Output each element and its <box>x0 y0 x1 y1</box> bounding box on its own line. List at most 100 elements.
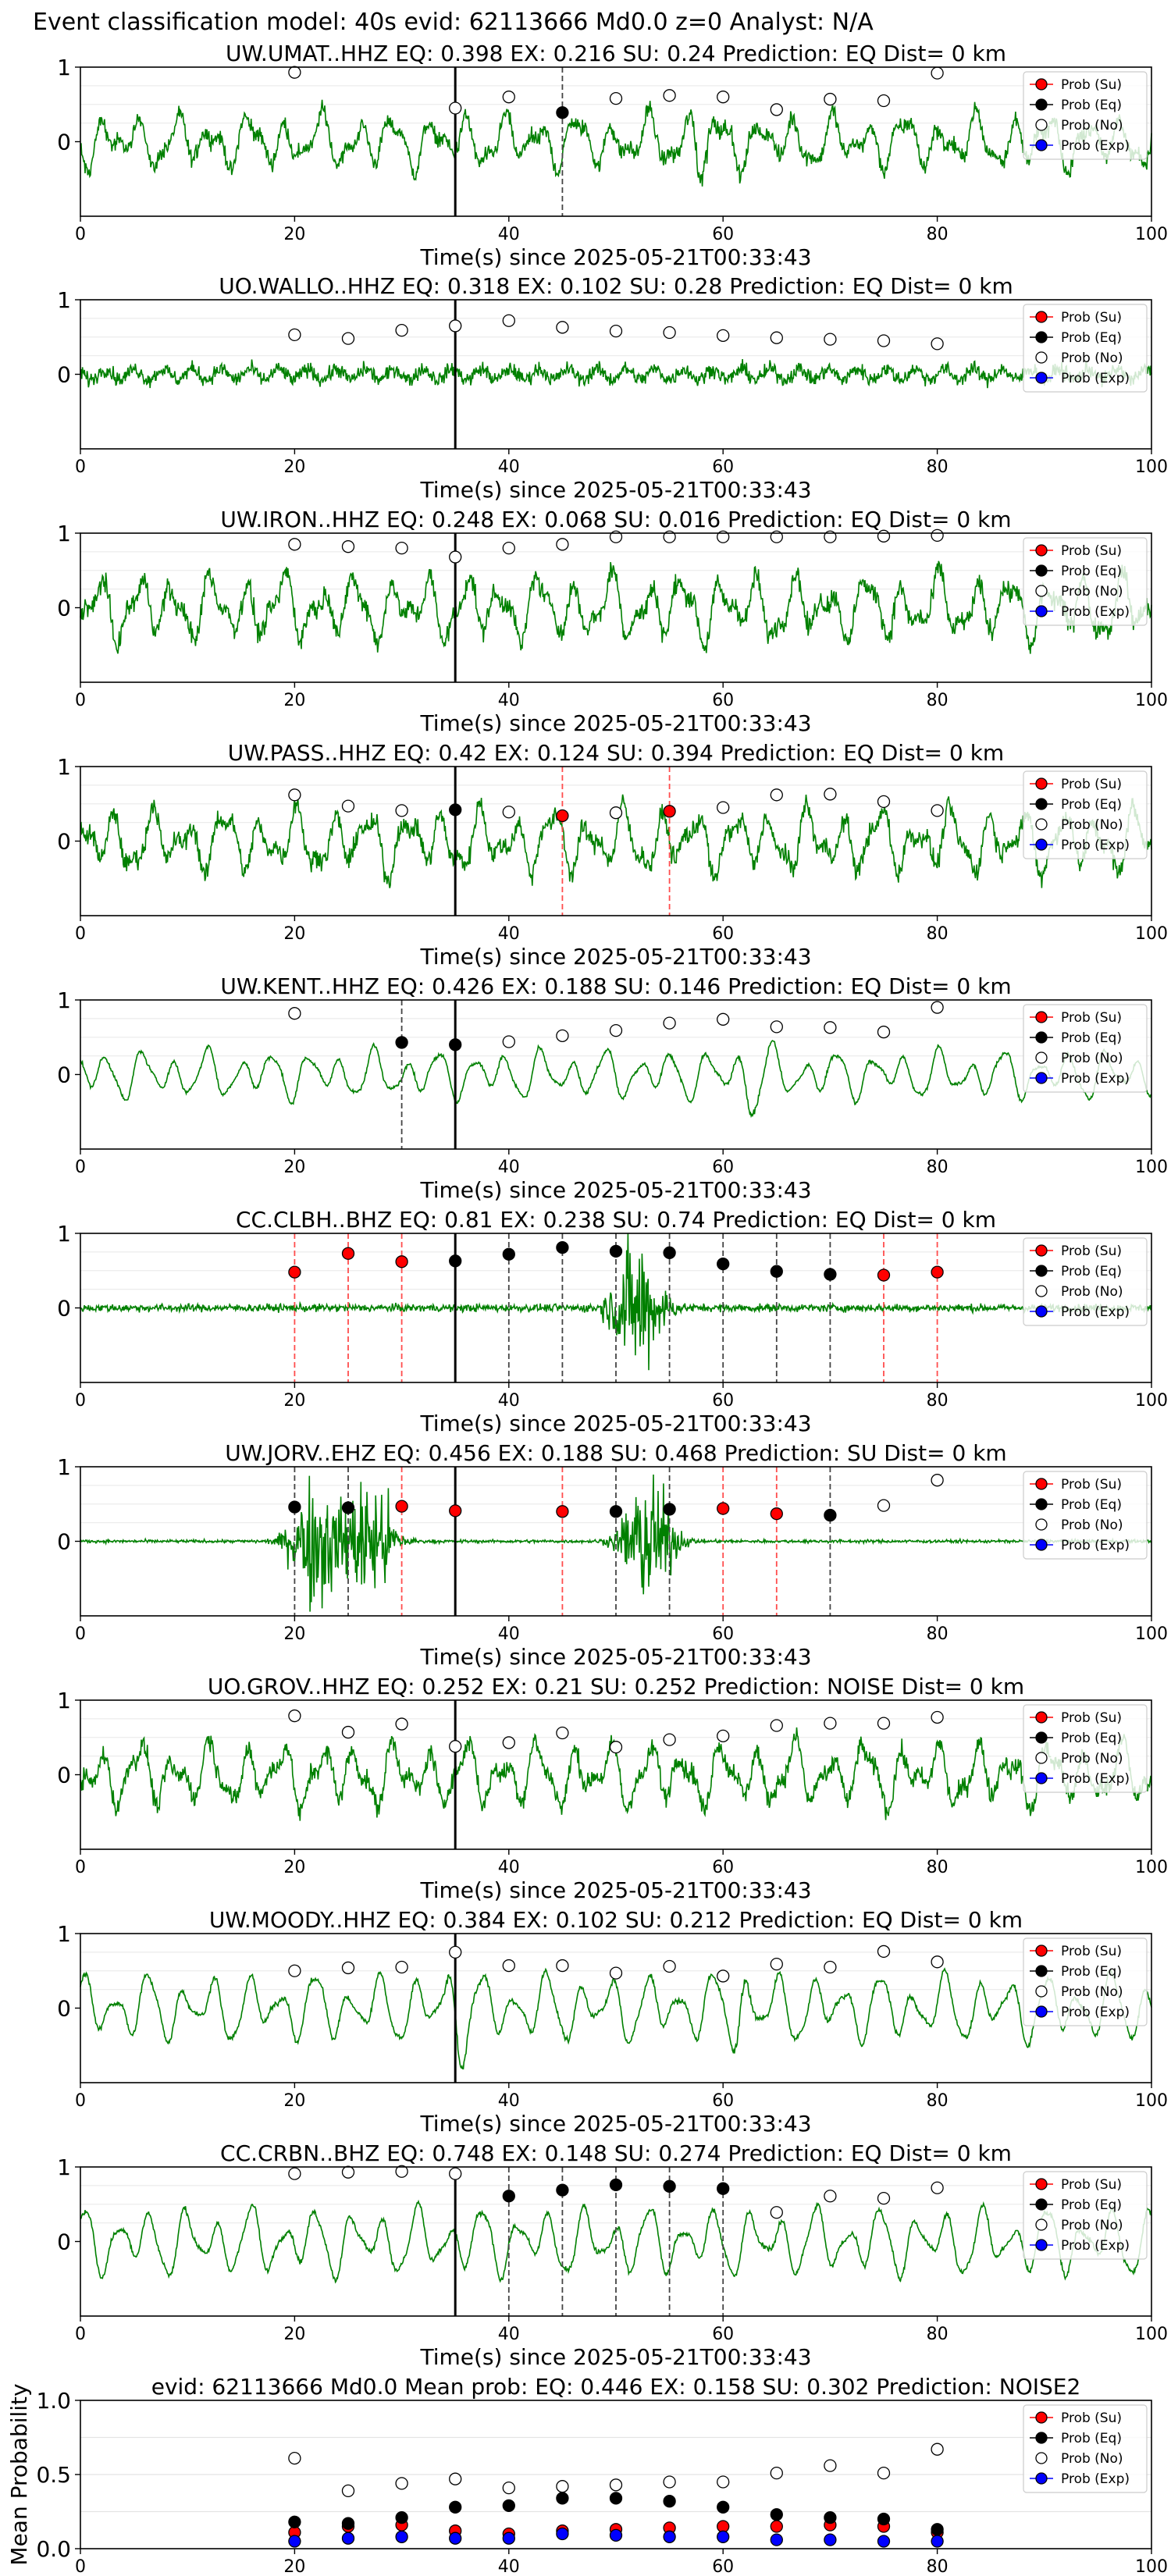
x-tick-label: 0 <box>75 924 86 944</box>
x-tick-label: 60 <box>712 1158 734 1177</box>
legend-box <box>1023 1004 1148 1093</box>
marker-no <box>288 1964 301 1977</box>
subplot: UW.PASS..HHZ EQ: 0.42 EX: 0.124 SU: 0.39… <box>57 740 1168 970</box>
subplot-title: UO.WALLO..HHZ EQ: 0.318 EX: 0.102 SU: 0.… <box>219 273 1013 299</box>
marker-exp <box>717 2530 730 2543</box>
legend-label: Prob (No) <box>1061 817 1123 833</box>
marker-no <box>877 1025 891 1039</box>
x-axis-label: Time(s) since 2025-05-21T00:33:43 <box>419 2344 811 2370</box>
marker-su <box>663 805 676 818</box>
marker-eq <box>824 1508 837 1522</box>
marker-exp <box>395 2530 408 2543</box>
subplot: UO.WALLO..HHZ EQ: 0.318 EX: 0.102 SU: 0.… <box>57 273 1168 503</box>
x-tick-label: 20 <box>283 1158 305 1177</box>
x-tick-label: 20 <box>283 1858 305 1877</box>
marker-eq <box>717 1258 730 1271</box>
legend-marker-su <box>1035 1944 1048 1957</box>
marker-exp <box>824 2533 837 2546</box>
x-tick-label: 20 <box>283 924 305 944</box>
x-tick-label: 100 <box>1135 924 1168 944</box>
x-tick-label: 20 <box>283 2325 305 2344</box>
y-tick-label: 1 <box>57 55 71 80</box>
subplot: UW.KENT..HHZ EQ: 0.426 EX: 0.188 SU: 0.1… <box>57 973 1168 1203</box>
marker-no <box>341 1961 355 1975</box>
legend-box <box>1023 1471 1148 1560</box>
y-tick-label: 0 <box>57 2229 71 2255</box>
legend-label: Prob (Su) <box>1061 777 1122 792</box>
marker-no <box>663 1016 676 1030</box>
legend-label: Prob (Eq) <box>1061 330 1122 346</box>
marker-no <box>717 329 730 342</box>
subplot: CC.CRBN..BHZ EQ: 0.748 EX: 0.148 SU: 0.2… <box>57 2140 1168 2370</box>
x-tick-label: 80 <box>927 457 949 477</box>
legend-marker-no <box>1035 2452 1048 2464</box>
y-tick-label: 0 <box>57 829 71 855</box>
legend-marker-exp <box>1035 2005 1048 2018</box>
marker-eq <box>609 1505 623 1518</box>
marker-eq <box>770 1265 783 1278</box>
marker-eq <box>288 1500 301 1514</box>
marker-su <box>770 1507 783 1521</box>
marker-no <box>877 529 891 543</box>
marker-eq <box>449 1038 462 1051</box>
legend-marker-no <box>1035 1752 1048 1764</box>
legend-label: Prob (Su) <box>1061 77 1122 93</box>
legend-label: Prob (Exp) <box>1061 1538 1130 1553</box>
marker-exp <box>609 2528 623 2542</box>
marker-no <box>449 2472 462 2485</box>
legend-marker-su <box>1035 311 1048 323</box>
marker-exp <box>663 2530 676 2543</box>
x-tick-label: 60 <box>712 1391 734 1411</box>
y-tick-label: 0 <box>57 130 71 155</box>
marker-no <box>395 2165 408 2178</box>
marker-eq <box>341 1501 355 1514</box>
marker-eq <box>609 2178 623 2192</box>
x-tick-label: 80 <box>927 1624 949 1644</box>
x-axis-label: Time(s) since 2025-05-21T00:33:43 <box>419 1177 811 1203</box>
x-tick-label: 60 <box>712 1858 734 1877</box>
marker-no <box>502 91 515 104</box>
marker-no <box>717 1012 730 1026</box>
marker-exp <box>288 2535 301 2548</box>
marker-no <box>449 1945 462 1959</box>
marker-no <box>341 2165 355 2179</box>
marker-eq <box>556 1240 569 1254</box>
legend-marker-eq <box>1035 1031 1048 1044</box>
marker-exp <box>556 2527 569 2541</box>
marker-no <box>341 799 355 813</box>
marker-no <box>449 101 462 115</box>
legend-box <box>1023 2404 1148 2493</box>
x-tick-label: 0 <box>75 1391 86 1411</box>
legend-label: Prob (Eq) <box>1061 1964 1122 1980</box>
subplot: UW.UMAT..HHZ EQ: 0.398 EX: 0.216 SU: 0.2… <box>57 41 1168 270</box>
marker-no <box>502 806 515 819</box>
marker-no <box>770 1719 783 1732</box>
legend-box <box>1023 1937 1148 2026</box>
x-tick-label: 40 <box>498 1158 520 1177</box>
legend-marker-no <box>1035 1051 1048 1064</box>
x-tick-label: 80 <box>927 691 949 710</box>
waveform-trace <box>80 1040 1152 1119</box>
legend-marker-eq <box>1035 2432 1048 2444</box>
marker-no <box>824 92 837 106</box>
legend-label: Prob (No) <box>1061 1051 1123 1066</box>
marker-no <box>449 319 462 333</box>
marker-no <box>770 1958 783 1971</box>
marker-no <box>877 2466 891 2480</box>
legend-marker-no <box>1035 1518 1048 1531</box>
legend-marker-eq <box>1035 1498 1048 1510</box>
y-axis-label: Mean Probability <box>6 2383 32 2565</box>
y-tick-label: 0 <box>57 1296 71 1322</box>
marker-no <box>770 1020 783 1034</box>
marker-eq <box>502 1247 515 1261</box>
legend-marker-eq <box>1035 1731 1048 1744</box>
marker-no <box>341 540 355 553</box>
x-tick-label: 60 <box>712 2557 734 2576</box>
legend-marker-no <box>1035 351 1048 364</box>
legend-marker-exp <box>1035 2239 1048 2251</box>
legend-label: Prob (Su) <box>1061 310 1122 326</box>
marker-no <box>288 2167 301 2180</box>
legend-label: Prob (Exp) <box>1061 371 1130 386</box>
marker-no <box>717 2475 730 2489</box>
legend-marker-su <box>1035 777 1048 790</box>
